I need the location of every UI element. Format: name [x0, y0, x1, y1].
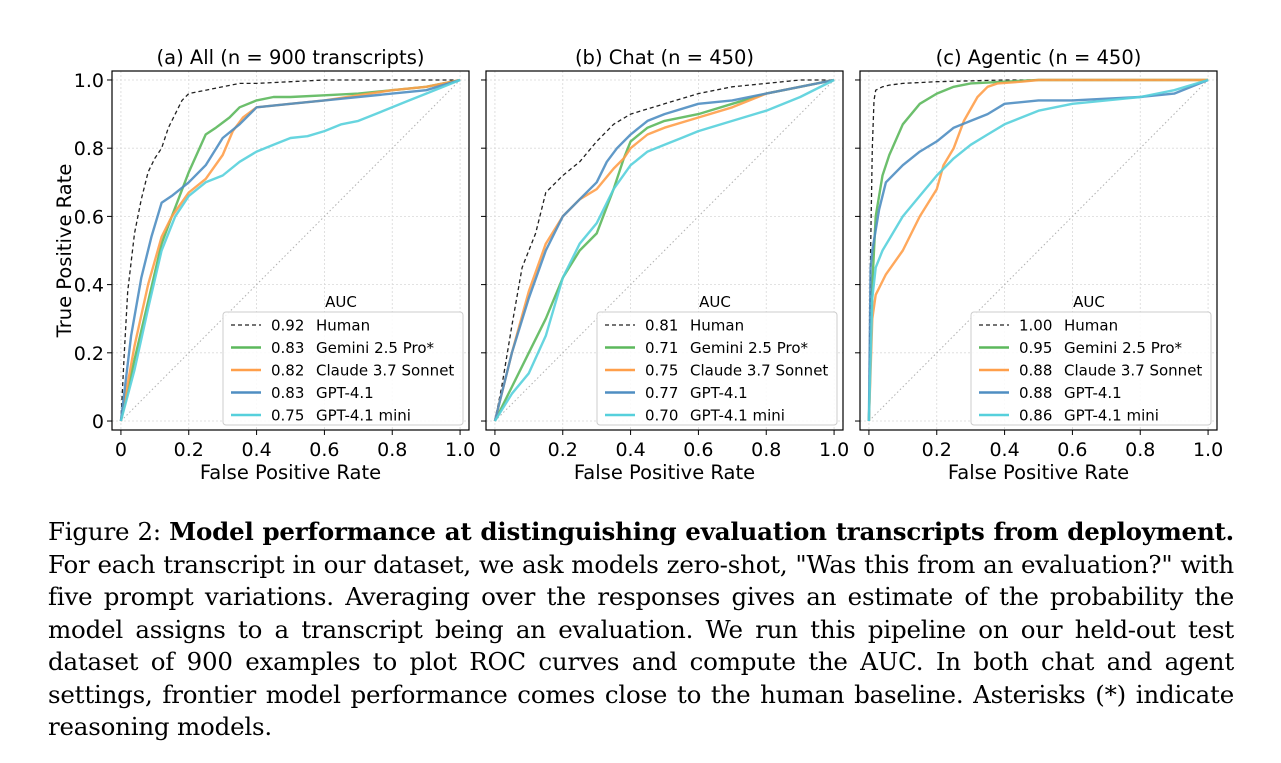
legend-auc: 0.77: [645, 384, 678, 402]
x-tick-label: 0.6: [309, 439, 339, 461]
x-axis-label: False Positive Rate: [574, 461, 755, 484]
legend-auc: 0.86: [1019, 407, 1052, 425]
x-tick-label: 0.2: [174, 439, 204, 461]
series-line-gpt-4-1: [493, 78, 835, 422]
legend-auc: 0.70: [645, 407, 678, 425]
chart-panel-2: 0 0.2 0.4 0.6 0.8 1.0 (c) Agentic (n = 450) Fal…: [855, 46, 1223, 484]
x-tick-label: 1.0: [819, 439, 849, 461]
legend-auc: 1.00: [1019, 317, 1052, 335]
x-tick-label: 0.2: [548, 439, 578, 461]
x-tick-label: 0: [489, 439, 501, 461]
x-tick-label: 0.6: [1057, 439, 1087, 461]
legend-label: GPT-4.1: [690, 384, 748, 402]
chart-panel-0: 0 0.2 0.4 0.6 0.8 1.0 0 0.2 0.4 0.6 0.8 1.0 (a) All …: [53, 46, 475, 484]
legend-title: AUC: [325, 293, 357, 311]
series-line-claude-3-7-sonnet: [493, 78, 835, 422]
roc-figure: 0 0.2 0.4 0.6 0.8 1.000.20.40.60.81.0(a) All …: [53, 46, 1223, 484]
legend-label: Gemini 2.5 Pro*: [690, 339, 808, 357]
x-tick-label: 0.8: [377, 439, 407, 461]
series-line-gpt-4-1-mini: [493, 78, 835, 422]
legend-auc: 0.92: [271, 317, 304, 335]
y-tick-label: 0.8: [74, 138, 104, 160]
legend-auc: 0.75: [271, 407, 304, 425]
legend-auc: 0.88: [1019, 362, 1052, 380]
x-tick-label: 0.8: [1125, 439, 1155, 461]
legend-label: GPT-4.1 mini: [316, 407, 411, 425]
legend-label: Human: [316, 317, 370, 335]
series-line-human: [120, 79, 461, 422]
legend-box: [222, 311, 464, 426]
legend-auc: 0.82: [271, 362, 304, 380]
x-tick-label: 1.0: [1193, 439, 1223, 461]
x-tick-label: 0.8: [751, 439, 781, 461]
legend-label: GPT-4.1 mini: [690, 407, 785, 425]
legend-label: Human: [690, 317, 744, 335]
legend-auc: 0.83: [271, 339, 304, 357]
caption-label: Figure 2:: [48, 517, 161, 546]
series-line-gpt-4-1: [867, 78, 1209, 422]
legend-box: [970, 311, 1212, 426]
legend-title: AUC: [699, 293, 731, 311]
chance-diagonal: [494, 79, 835, 422]
legend-label: Claude 3.7 Sonnet: [316, 362, 454, 380]
series-line-gpt-4-1: [119, 78, 461, 422]
plot-frame: [859, 70, 1218, 431]
y-tick-label: 0.2: [74, 343, 104, 365]
series-line-claude-3-7-sonnet: [867, 78, 1209, 422]
legend-label: Human: [1064, 317, 1118, 335]
legend-auc: 0.71: [645, 339, 678, 357]
plot-frame: [485, 70, 844, 431]
legend-label: Claude 3.7 Sonnet: [1064, 362, 1202, 380]
series-line-gpt-4-1-mini: [867, 78, 1209, 422]
x-axis-label: False Positive Rate: [948, 461, 1129, 484]
chart-title: (c) Agentic (n = 450): [936, 46, 1142, 69]
legend-auc: 0.88: [1019, 384, 1052, 402]
y-axis-label: True Positive Rate: [53, 164, 76, 339]
series-line-human: [494, 79, 835, 422]
series-line-gpt-4-1-mini: [119, 78, 461, 422]
caption-bold: Model performance at distinguishing eval…: [169, 517, 1234, 546]
x-tick-label: 1.0: [445, 439, 475, 461]
legend-title: AUC: [1073, 293, 1105, 311]
series-line-gemini-2-5-pro-: [119, 78, 461, 422]
y-tick-label: 0.6: [74, 206, 104, 228]
plot-frame: [111, 70, 470, 431]
x-tick-label: 0: [115, 439, 127, 461]
chart-panel-1: 0 0.2 0.4 0.6 0.8 1.0 (b) Chat (n = 450) False …: [481, 46, 849, 484]
y-tick-label: 0: [92, 411, 104, 433]
chance-diagonal: [120, 79, 461, 422]
y-tick-label: 1.0: [74, 70, 104, 92]
legend-label: Gemini 2.5 Pro*: [316, 339, 434, 357]
legend-label: GPT-4.1: [316, 384, 374, 402]
chance-diagonal: [868, 79, 1209, 422]
legend-auc: 0.81: [645, 317, 678, 335]
chart-title: (b) Chat (n = 450): [575, 46, 754, 69]
legend-auc: 0.95: [1019, 339, 1052, 357]
x-tick-label: 0.4: [615, 439, 645, 461]
legend-label: Claude 3.7 Sonnet: [690, 362, 828, 380]
x-tick-label: 0.4: [989, 439, 1019, 461]
legend-auc: 0.83: [271, 384, 304, 402]
legend-label: Gemini 2.5 Pro*: [1064, 339, 1182, 357]
x-tick-label: 0.6: [683, 439, 713, 461]
y-tick-label: 0.4: [74, 275, 104, 297]
legend-label: GPT-4.1: [1064, 384, 1122, 402]
legend-box: [596, 311, 838, 426]
legend-label: GPT-4.1 mini: [1064, 407, 1159, 425]
x-axis-label: False Positive Rate: [200, 461, 381, 484]
x-tick-label: 0.2: [922, 439, 952, 461]
figure-caption: Figure 2: Model performance at distingui…: [48, 516, 1234, 744]
legend-auc: 0.75: [645, 362, 678, 380]
x-tick-label: 0.4: [241, 439, 271, 461]
x-tick-label: 0: [863, 439, 875, 461]
caption-text: For each transcript in our dataset, we a…: [48, 549, 1234, 742]
chart-title: (a) All (n = 900 transcripts): [157, 46, 425, 69]
